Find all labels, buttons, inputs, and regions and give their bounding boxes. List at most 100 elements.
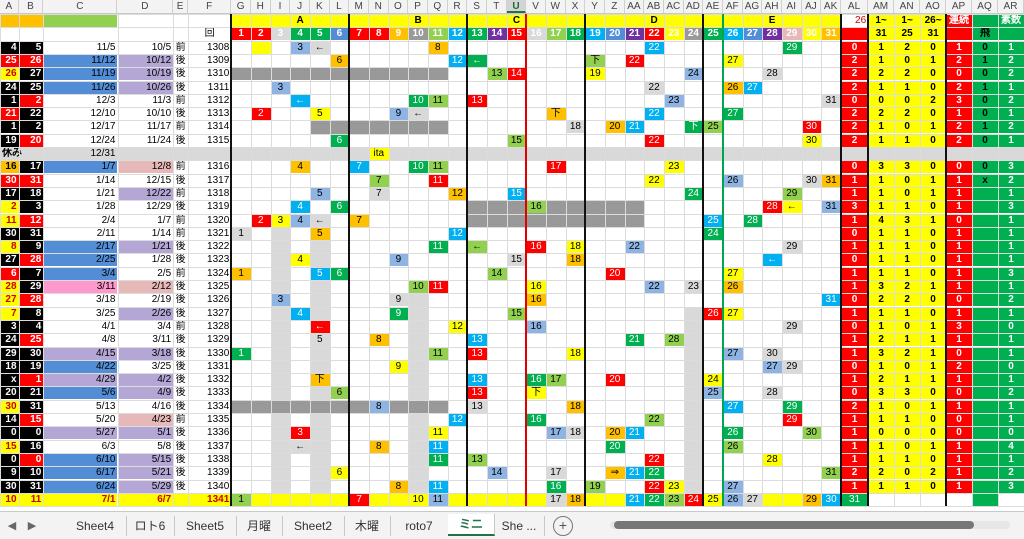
number-cell[interactable]: 24	[683, 186, 704, 200]
cell-ap[interactable]: 1	[946, 479, 973, 493]
half-cell[interactable]: 前	[175, 320, 186, 332]
half-cell[interactable]: 後	[175, 201, 186, 213]
number-cell[interactable]: 4	[290, 306, 310, 320]
number-cell[interactable]: 20	[604, 120, 625, 134]
number-cell[interactable]: 15	[506, 306, 527, 320]
prev-date-cell[interactable]: 5/15	[117, 452, 174, 466]
column-header-x[interactable]: X	[566, 0, 586, 13]
cell-aq[interactable]	[972, 439, 999, 453]
number-header-18[interactable]: 18	[565, 27, 586, 41]
half-cell[interactable]: 前	[175, 94, 186, 106]
sheet-tab-6[interactable]: roto7	[390, 516, 449, 536]
cell-aq[interactable]: 0	[972, 93, 999, 107]
round-cell[interactable]: 1331	[207, 360, 230, 372]
cell-al[interactable]: 0	[840, 40, 869, 54]
cell-a[interactable]: 19	[0, 133, 19, 147]
number-cell[interactable]: 20	[604, 266, 625, 280]
round-cell[interactable]: 1337	[207, 440, 230, 452]
prev-date-cell[interactable]: 2/26	[117, 306, 174, 320]
cell-al[interactable]: 2	[840, 133, 869, 147]
cell-ar[interactable]: 2	[998, 293, 1024, 307]
cell-b[interactable]: 9	[18, 240, 44, 254]
number-cell[interactable]: 10	[408, 93, 428, 107]
number-cell[interactable]: 9	[388, 293, 409, 307]
cell-aq[interactable]	[972, 319, 999, 333]
cell-b[interactable]: 11	[18, 492, 44, 506]
number-cell[interactable]: 下	[545, 107, 566, 121]
cell-ap[interactable]: 1	[946, 40, 973, 54]
number-cell[interactable]: 29	[801, 492, 822, 506]
number-header-24[interactable]: 24	[683, 27, 704, 41]
round-cell[interactable]: 1320	[207, 214, 230, 226]
cell-ap[interactable]: 1	[946, 186, 973, 200]
number-cell[interactable]: 21	[624, 333, 645, 347]
column-header-q[interactable]: Q	[428, 0, 448, 13]
cell-ap[interactable]: 0	[946, 213, 973, 227]
cell-ar[interactable]: 4	[998, 439, 1024, 453]
number-cell[interactable]: 5	[309, 186, 330, 200]
half-cell[interactable]	[173, 492, 188, 506]
number-cell[interactable]: 28	[742, 213, 763, 227]
cell-b[interactable]: 2	[18, 93, 44, 107]
number-header-14[interactable]: 14	[486, 27, 507, 41]
prev-date-cell[interactable]: 10/19	[117, 67, 174, 81]
cell-al[interactable]: 2	[840, 80, 869, 94]
half-cell[interactable]: 後	[175, 453, 186, 465]
number-cell[interactable]: 下	[683, 120, 704, 134]
cell-an[interactable]: 1	[894, 80, 921, 94]
number-header-21[interactable]: 21	[624, 27, 645, 41]
date-cell[interactable]: 5/13	[96, 400, 116, 412]
half-cell[interactable]: 後	[175, 440, 186, 452]
number-cell[interactable]: 11	[427, 426, 448, 440]
an-range-top[interactable]: 1~	[894, 14, 921, 27]
number-cell[interactable]: 22	[644, 133, 664, 147]
number-cell[interactable]: 8	[388, 479, 409, 493]
column-header-e[interactable]: E	[173, 0, 188, 13]
number-cell[interactable]: 7	[349, 492, 369, 506]
cell-am[interactable]: 2	[868, 293, 895, 307]
cell-b[interactable]: 31	[18, 399, 44, 413]
round-cell[interactable]: 1325	[207, 281, 230, 292]
column-header-n[interactable]: N	[369, 0, 389, 13]
half-cell[interactable]: 後	[175, 467, 186, 479]
round-cell[interactable]: 1324	[207, 267, 230, 279]
round-cell[interactable]: 1333	[207, 387, 230, 399]
cell-aq[interactable]	[972, 226, 999, 240]
cell-a[interactable]: 30	[0, 399, 19, 413]
cell-ar[interactable]: 2	[998, 53, 1024, 67]
prev-date-cell[interactable]: 4/16	[151, 400, 172, 412]
cell-b[interactable]: 10	[18, 466, 44, 480]
cell-ap[interactable]: 2	[946, 53, 973, 67]
half-cell[interactable]: 後	[175, 334, 186, 346]
column-header-i[interactable]: I	[271, 0, 291, 13]
cell-a[interactable]: 29	[0, 346, 19, 360]
round-cell[interactable]: 1334	[207, 400, 230, 412]
cell-aq[interactable]	[972, 266, 999, 280]
round-cell[interactable]: 1311	[207, 81, 230, 93]
cell-al[interactable]: 0	[840, 226, 869, 240]
holiday-row[interactable]: 休み	[0, 147, 1024, 160]
cell-aq[interactable]	[972, 293, 999, 307]
prev-date-cell[interactable]: 3/11	[152, 334, 172, 346]
cell-aq[interactable]	[972, 479, 999, 493]
cell-ar[interactable]: 3	[998, 479, 1024, 493]
column-header-ak[interactable]: AK	[821, 0, 841, 13]
cell-al[interactable]: 1	[840, 426, 869, 440]
cell-ao[interactable]: 1	[920, 280, 947, 293]
tab-nav-next-icon[interactable]: ▶	[27, 520, 37, 532]
cell-al[interactable]: 0	[840, 160, 869, 174]
cell-al[interactable]: 2	[840, 466, 869, 480]
cell-an[interactable]: 0	[894, 53, 921, 67]
number-cell[interactable]: 25	[703, 213, 723, 227]
cell-a[interactable]: 0	[0, 452, 19, 466]
number-cell[interactable]: 8	[427, 40, 448, 54]
cell-a[interactable]: 27	[0, 293, 19, 307]
cell-ao[interactable]: 1	[920, 186, 947, 200]
number-cell[interactable]: 7	[368, 173, 389, 187]
number-cell[interactable]: 13	[467, 399, 487, 413]
cell-ap[interactable]: 2	[946, 80, 973, 94]
number-cell[interactable]: 7	[349, 160, 369, 174]
cell-b[interactable]: 22	[18, 107, 44, 121]
cell-ao[interactable]: 0	[920, 293, 947, 307]
cell-aq[interactable]	[972, 399, 999, 413]
